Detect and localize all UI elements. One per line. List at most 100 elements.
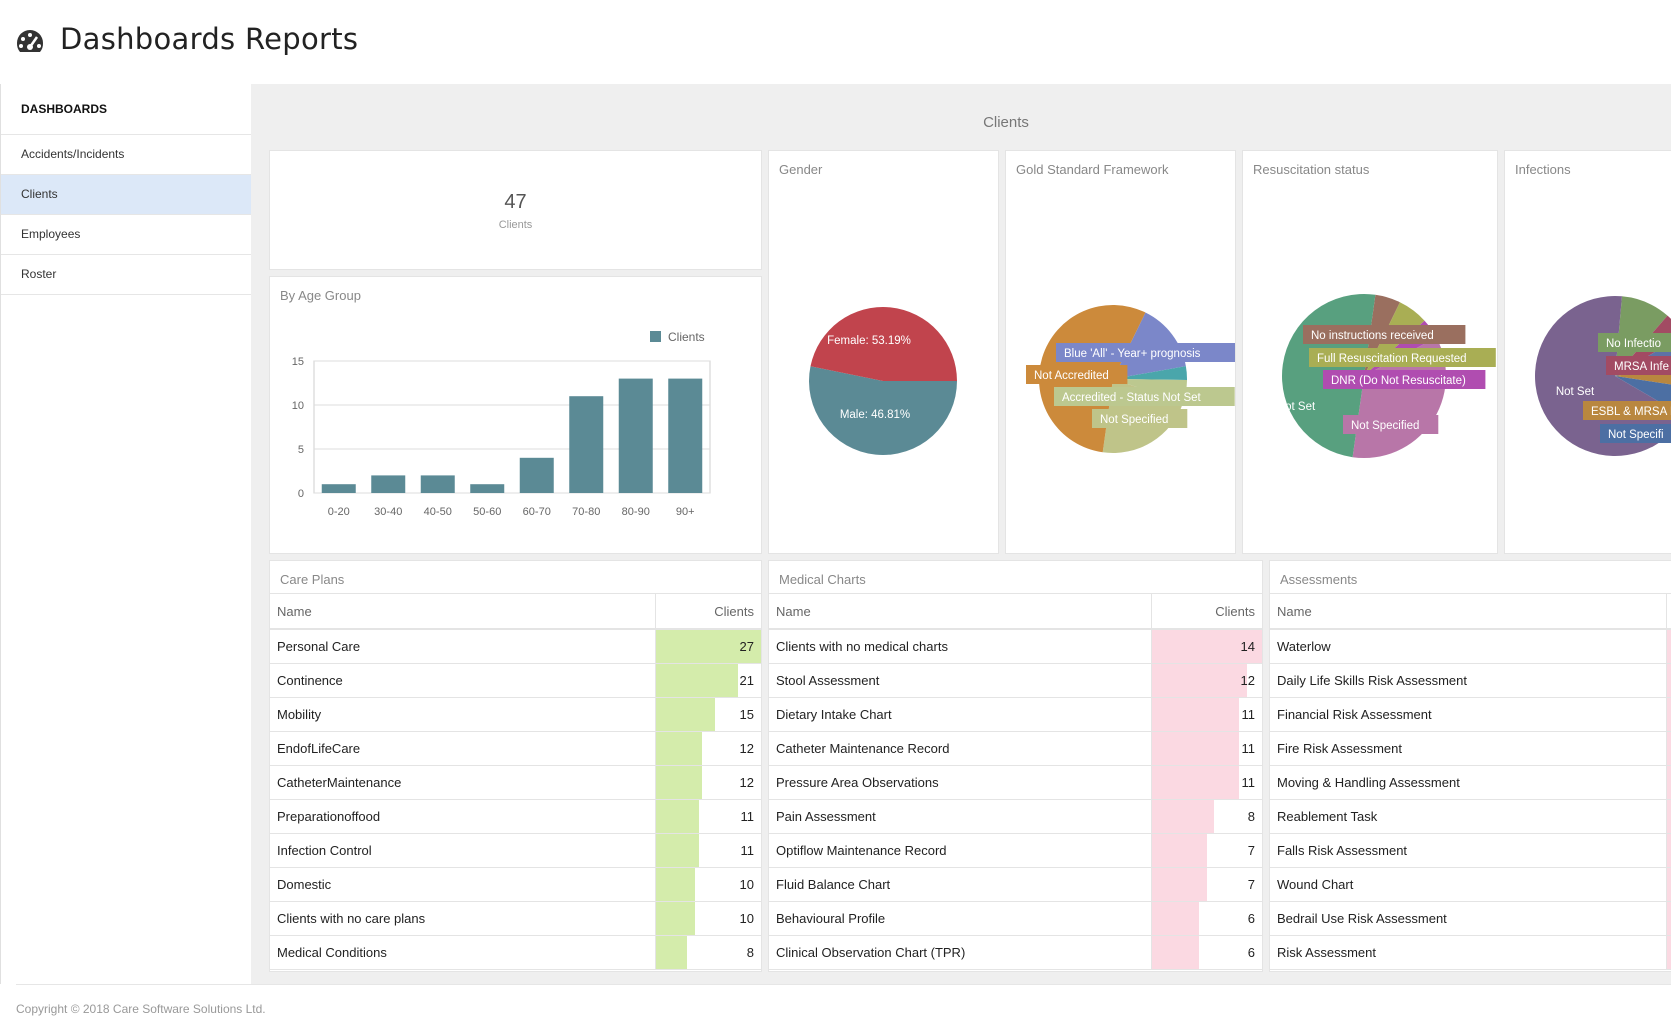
care-plans-row[interactable]: Mobility 15 (270, 697, 761, 732)
pie-slice[interactable] (1615, 376, 1671, 416)
pie-slice[interactable] (810, 306, 957, 381)
medical-charts-card: Medical Charts Name Clients Clients with… (768, 560, 1263, 972)
sidebar-item-employees[interactable]: Employees (1, 215, 251, 255)
bar-60-70[interactable] (519, 457, 554, 493)
assessments-row[interactable]: Moving & Handling Assessment (1270, 765, 1671, 800)
pie-label: Blue 'All' - Year+ prognosis (1064, 348, 1201, 360)
medical-charts-row[interactable]: Fluid Balance Chart 7 (769, 867, 1262, 902)
assessments-col-name[interactable]: Name (1270, 593, 1667, 630)
assessments-card: Assessments Name Waterlow Daily Life Skil… (1269, 560, 1671, 972)
x-tick-label: 0-20 (328, 506, 350, 518)
bar-40-50[interactable] (420, 475, 455, 493)
bar-30-40[interactable] (371, 475, 406, 493)
bar-90+[interactable] (668, 378, 703, 493)
medical-charts-row[interactable]: Pain Assessment 8 (769, 799, 1262, 834)
pie-label: Full Resuscitation Requested (1317, 353, 1467, 365)
care-plans-col-name[interactable]: Name (270, 593, 655, 630)
bar-50-60[interactable] (470, 484, 505, 493)
care-plans-row[interactable]: Continence 21 (270, 663, 761, 698)
care-plans-clients-bar (655, 630, 761, 663)
medical-charts-row[interactable]: Optiflow Maintenance Record 7 (769, 833, 1262, 868)
assessments-clients-cell (1665, 765, 1671, 800)
gender-pie-chart: Female: 53.19% Male: 46.81% (809, 306, 957, 455)
medical-charts-col-name[interactable]: Name (769, 593, 1151, 630)
medical-charts-clients-bar (1151, 766, 1239, 799)
assessments-row[interactable]: Waterlow (1270, 629, 1671, 664)
pie-label: Not Specified (1351, 420, 1419, 432)
sidebar-item-roster[interactable]: Roster (1, 255, 251, 295)
care-plans-row[interactable]: Personal Care 27 (270, 629, 761, 664)
assessments-row[interactable]: Reablement Task (1270, 799, 1671, 834)
medical-charts-clients-bar (1151, 936, 1199, 969)
assessments-row[interactable]: Fire Risk Assessment (1270, 731, 1671, 766)
medical-charts-row[interactable]: Dietary Intake Chart 11 (769, 697, 1262, 732)
section-title: Clients (983, 114, 1029, 131)
care-plans-row[interactable]: Domestic 10 (270, 867, 761, 902)
x-tick-label: 40-50 (424, 506, 452, 518)
pie-slice[interactable] (1113, 366, 1187, 381)
care-plans-clients-cell: 12 (654, 765, 761, 800)
care-plans-row[interactable]: CatheterMaintenance 12 (270, 765, 761, 800)
care-plans-name-cell: Infection Control (270, 833, 655, 868)
bar-70-80[interactable] (569, 396, 604, 493)
care-plans-clients-bar (655, 800, 699, 833)
medical-charts-title: Medical Charts (779, 572, 866, 587)
assessments-row[interactable]: Risk Assessment (1270, 935, 1671, 970)
medical-charts-row[interactable]: Catheter Maintenance Record 11 (769, 731, 1262, 766)
care-plans-col-clients[interactable]: Clients (654, 593, 761, 630)
assessments-clients-cell (1665, 935, 1671, 970)
assessments-clients-cell (1665, 629, 1671, 664)
assessments-row[interactable]: Daily Life Skills Risk Assessment (1270, 663, 1671, 698)
medical-charts-row[interactable]: Stool Assessment 12 (769, 663, 1262, 698)
sidebar-item-accidents-incidents[interactable]: Accidents/Incidents (1, 135, 251, 175)
medical-charts-clients-cell: 14 (1150, 629, 1262, 664)
legend-label[interactable]: Clients (668, 330, 705, 344)
assessments-row[interactable]: Falls Risk Assessment (1270, 833, 1671, 868)
medical-charts-clients-value: 12 (1240, 673, 1255, 688)
medical-charts-col-clients[interactable]: Clients (1150, 593, 1262, 630)
sidebar-item-clients[interactable]: Clients (1, 175, 251, 215)
assessments-name-cell: Reablement Task (1270, 799, 1667, 834)
pie-slice[interactable] (809, 366, 957, 455)
medical-charts-row[interactable]: Pressure Area Observations 11 (769, 765, 1262, 800)
medical-charts-clients-value: 11 (1241, 741, 1256, 756)
assessments-title: Assessments (1280, 572, 1358, 587)
assessments-row[interactable]: Wound Chart (1270, 867, 1671, 902)
pie-label-box (1600, 424, 1671, 443)
assessments-clients-cell (1665, 697, 1671, 732)
gsf-card: Gold Standard Framework Blue 'All' - Yea… (1005, 150, 1236, 554)
care-plans-row[interactable]: EndofLifeCare 12 (270, 731, 761, 766)
medical-charts-name-cell: Optiflow Maintenance Record (769, 833, 1151, 868)
care-plans-row[interactable]: Preparationoffood 11 (270, 799, 761, 834)
care-plans-name-cell: CatheterMaintenance (270, 765, 655, 800)
assessments-clients-bar (1666, 630, 1671, 663)
assessments-row[interactable]: Financial Risk Assessment (1270, 697, 1671, 732)
medical-charts-row[interactable]: Behavioural Profile 6 (769, 901, 1262, 936)
care-plans-clients-value: 10 (739, 911, 754, 926)
care-plans-row[interactable]: Clients with no care plans 10 (270, 901, 761, 936)
care-plans-name-cell: Mobility (270, 697, 655, 732)
care-plans-clients-bar (655, 698, 715, 731)
care-plans-clients-cell: 21 (654, 663, 761, 698)
medical-charts-name-cell: Dietary Intake Chart (769, 697, 1151, 732)
care-plans-name-cell: EndofLifeCare (270, 731, 655, 766)
assessments-name-cell: Bedrail Use Risk Assessment (1270, 901, 1667, 936)
care-plans-row[interactable]: Infection Control 11 (270, 833, 761, 868)
assessments-clients-bar (1666, 868, 1671, 901)
care-plans-row[interactable]: Medical Conditions 8 (270, 935, 761, 970)
care-plans-clients-value: 27 (739, 639, 754, 654)
care-plans-card: Care Plans Name Clients Personal Care 27 C… (269, 560, 762, 972)
medical-charts-clients-cell: 11 (1150, 765, 1262, 800)
bar-0-20[interactable] (321, 484, 356, 493)
care-plans-name-cell: Personal Care (270, 629, 655, 664)
assessments-col-clients[interactable] (1665, 593, 1671, 630)
pie-label: No instructions received (1311, 330, 1434, 342)
assessments-clients-bar (1666, 800, 1671, 833)
medical-charts-row[interactable]: Clinical Observation Chart (TPR) 6 (769, 935, 1262, 970)
medical-charts-row[interactable]: Clients with no medical charts 14 (769, 629, 1262, 664)
care-plans-name-cell: Continence (270, 663, 655, 698)
assessments-table: Name Waterlow Daily Life Skills Risk Asse… (1270, 593, 1671, 970)
bar-80-90[interactable] (618, 378, 653, 493)
assessments-row[interactable]: Bedrail Use Risk Assessment (1270, 901, 1671, 936)
assessments-clients-cell (1665, 901, 1671, 936)
